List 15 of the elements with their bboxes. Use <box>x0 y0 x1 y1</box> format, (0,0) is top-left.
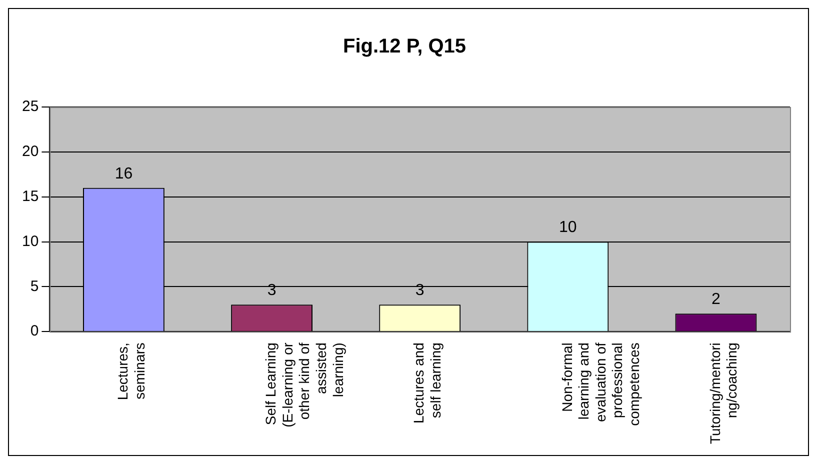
chart-title: Fig.12 P, Q15 <box>342 36 466 58</box>
data-label: 2 <box>712 291 721 308</box>
y-tick-label: 15 <box>22 188 39 205</box>
x-tick-label: Tutoring/mentoring/coaching <box>706 342 740 444</box>
x-tick-label: Self Learning (E-learning or other kind of assisted learning) <box>262 342 346 428</box>
x-tick-label: Lectures and self learning <box>410 342 444 424</box>
y-tick-label: 0 <box>30 322 39 340</box>
x-tick-label: Lectures, seminars <box>114 342 148 400</box>
y-tick-label: 25 <box>22 98 39 116</box>
y-tick-label: 20 <box>22 143 39 160</box>
data-label: 10 <box>559 219 577 236</box>
data-label: 16 <box>114 165 133 182</box>
y-tick-label: 5 <box>30 278 39 295</box>
x-tick-label: Non-formal learning and evaluation of professional competences <box>558 342 642 426</box>
y-tick-label: 10 <box>22 232 39 250</box>
